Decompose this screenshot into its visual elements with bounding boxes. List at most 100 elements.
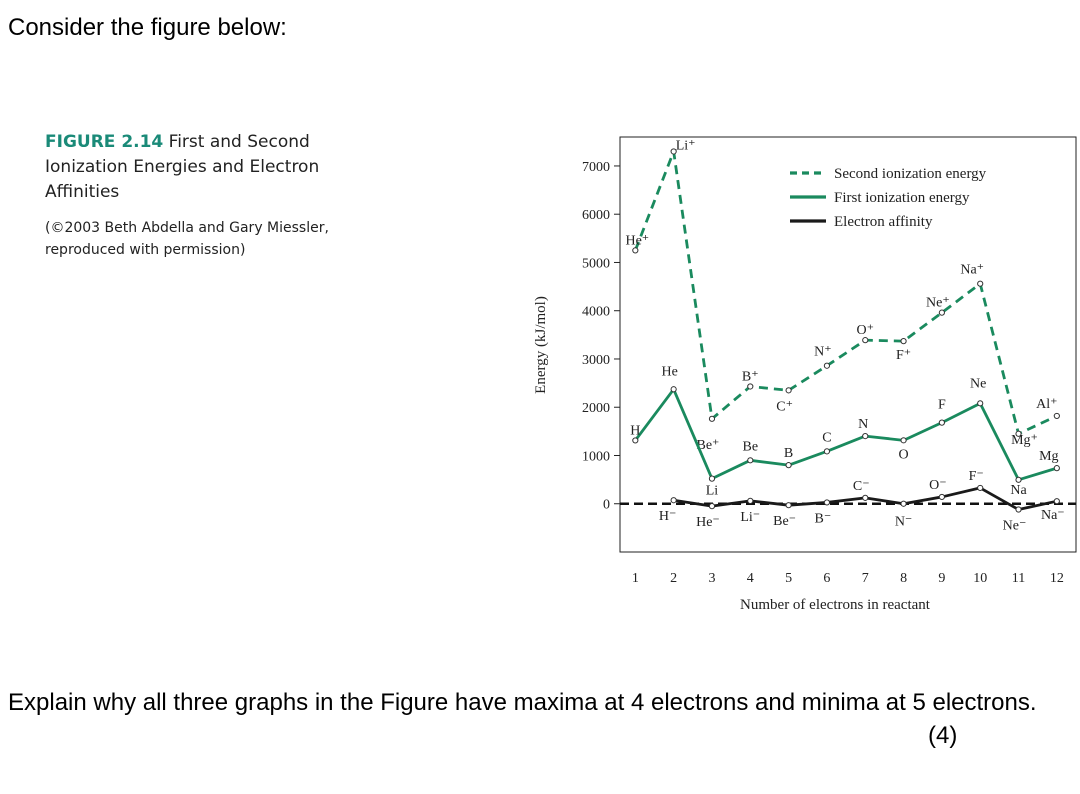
x-tick-label: 6 [823,571,830,586]
y-tick-label: 4000 [582,305,610,320]
x-axis-title: Number of electrons in reactant [740,597,931,613]
legend-label: First ionization energy [834,190,970,206]
y-axis-title: Energy (kJ/mol) [533,296,549,394]
point-label: He⁻ [696,515,720,530]
point-label: F⁻ [969,469,984,484]
data-point [1053,498,1060,505]
point-label: B [784,446,793,461]
point-label: B⁻ [815,511,832,526]
x-tick-label: 7 [862,571,869,586]
data-point [747,497,754,504]
data-point [1015,430,1022,437]
data-point [747,383,754,390]
data-point [823,362,831,369]
point-label: F⁺ [896,348,911,363]
data-point [977,400,984,407]
data-point [938,419,945,426]
figure-title: First and Second Ionization Energies and… [45,132,320,202]
data-point [747,457,754,464]
legend-label: Second ionization energy [834,166,987,182]
point-label: Mg [1039,449,1058,464]
data-point [862,494,869,501]
point-label: Ne⁺ [926,296,950,311]
y-tick-label: 7000 [582,160,610,175]
data-point [1053,465,1060,472]
data-point [670,386,677,393]
intro-text: Consider the figure below: [8,14,287,41]
point-label: Li⁻ [740,510,760,525]
point-label: He⁺ [625,233,649,248]
x-tick-label: 2 [670,571,677,586]
figure-label: FIGURE 2.14 [45,132,164,152]
x-tick-label: 5 [785,571,792,586]
y-tick-label: 1000 [582,449,610,464]
y-tick-label: 6000 [582,208,610,223]
question-text: Explain why all three graphs in the Figu… [8,689,1037,716]
point-label: C⁻ [853,479,870,494]
data-point [977,280,984,287]
data-point [632,247,639,254]
data-point [977,484,984,492]
point-label: He [661,364,677,379]
x-tick-label: 4 [747,571,754,586]
data-point [1015,476,1022,483]
x-tick-label: 1 [632,571,639,586]
point-label: H [630,423,640,438]
series-line [634,150,1058,436]
y-tick-label: 3000 [582,353,610,368]
data-point [670,148,677,155]
data-point [632,437,639,444]
x-tick-label: 8 [900,571,907,586]
y-tick-label: 0 [603,498,610,513]
x-tick-label: 3 [708,571,715,586]
point-label: Ne [970,376,986,391]
x-tick-label: 12 [1050,571,1064,586]
data-point [670,497,677,504]
point-label: Be [743,439,759,454]
point-label: O⁻ [929,478,947,493]
point-label: C [822,430,831,445]
point-label: N⁺ [814,345,832,360]
data-point [785,462,792,469]
data-point [938,493,945,501]
data-point [938,309,945,316]
point-label: Ne⁻ [1003,519,1027,534]
question-marks: (4) [928,722,958,749]
data-point [708,475,716,482]
point-label: C⁺ [776,399,793,414]
y-tick-label: 5000 [582,256,610,271]
data-point [823,499,831,506]
data-point [900,500,907,507]
figure-credit: (©2003 Beth Abdella and Gary Miessler, r… [45,220,329,258]
point-label: O⁺ [856,323,874,338]
plot-frame [619,136,1077,553]
point-label: Li⁺ [676,138,696,153]
x-tick-label: 10 [973,571,987,586]
data-point [823,448,831,455]
data-point [900,338,907,345]
data-point [900,437,907,444]
point-label: Be⁺ [696,438,719,453]
data-point [708,503,716,510]
point-label: N⁻ [895,515,913,530]
data-point [1053,412,1060,420]
point-label: N [858,417,868,432]
data-point [862,432,869,440]
point-label: Mg⁺ [1011,433,1038,448]
data-point [708,415,716,422]
data-point [1015,506,1022,513]
point-label: Be⁻ [773,514,796,529]
data-point [785,387,792,394]
point-label: Li [706,484,719,499]
point-label: O [899,447,909,462]
data-point [785,502,792,509]
x-tick-label: 9 [938,571,945,586]
x-tick-label: 11 [1012,571,1025,586]
figure-caption: FIGURE 2.14 First and Second Ionization … [45,130,345,261]
series-line [634,387,1058,482]
point-label: Na [1010,483,1027,498]
caption-title: FIGURE 2.14 First and Second Ionization … [45,130,345,205]
legend-label: Electron affinity [834,214,933,230]
point-label: F [938,398,946,413]
